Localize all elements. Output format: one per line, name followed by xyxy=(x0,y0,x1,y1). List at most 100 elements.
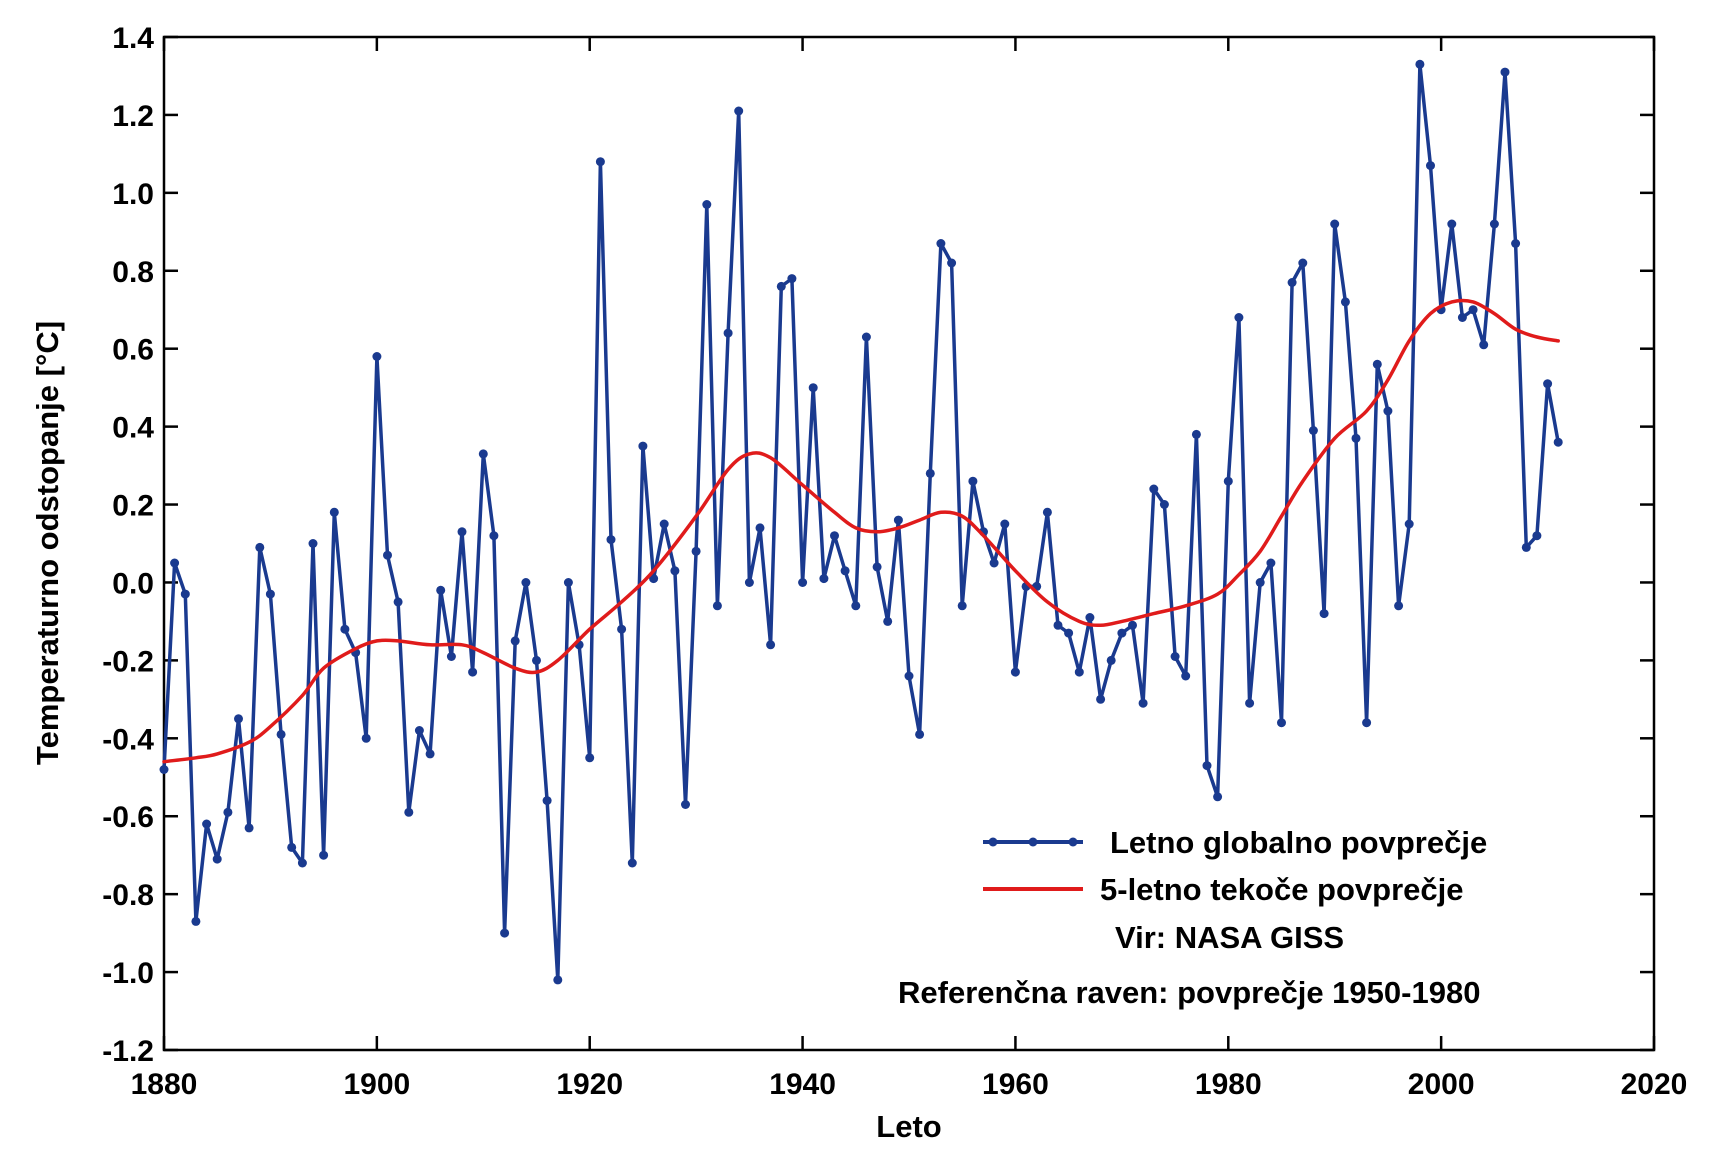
data-point-1983 xyxy=(1255,578,1265,587)
series-layer xyxy=(159,59,1563,985)
data-point-1900 xyxy=(372,352,382,361)
data-point-2004 xyxy=(1479,340,1489,350)
data-point-1954 xyxy=(947,258,957,268)
data-point-1896 xyxy=(329,507,339,517)
data-point-1911 xyxy=(489,531,499,541)
data-point-1963 xyxy=(1042,507,1052,517)
data-point-1992 xyxy=(1351,433,1361,443)
x-tick-label: 1940 xyxy=(769,1068,836,1101)
y-axis-title: Temperaturno odstopanje [°C] xyxy=(30,321,65,765)
data-point-1941 xyxy=(808,383,818,393)
y-tick-label: 0.0 xyxy=(112,567,154,600)
data-point-1959 xyxy=(1000,519,1010,529)
data-point-1944 xyxy=(840,566,850,576)
data-point-1928 xyxy=(670,566,680,576)
data-point-1915 xyxy=(532,655,541,665)
data-point-1979 xyxy=(1213,792,1223,802)
y-tick-label: -0.2 xyxy=(102,645,154,678)
data-point-1955 xyxy=(957,601,967,611)
data-point-1988 xyxy=(1308,426,1318,435)
data-point-1924 xyxy=(627,858,637,868)
data-point-1949 xyxy=(893,515,903,525)
x-tick-label: 2000 xyxy=(1408,1068,1475,1101)
data-point-1966 xyxy=(1074,667,1084,677)
data-point-2003 xyxy=(1468,305,1478,315)
data-point-1907 xyxy=(446,652,456,661)
data-point-1912 xyxy=(500,928,510,938)
x-tick-label: 1980 xyxy=(1195,1068,1262,1101)
data-point-1987 xyxy=(1298,258,1308,268)
x-tick-label: 1880 xyxy=(131,1068,198,1101)
data-point-1933 xyxy=(723,328,733,338)
data-point-1940 xyxy=(798,578,808,587)
legend: Letno globalno povprečje 5-letno tekoče … xyxy=(898,825,1487,1010)
data-point-2002 xyxy=(1457,313,1467,322)
data-point-1894 xyxy=(308,539,318,548)
data-point-1926 xyxy=(649,574,659,584)
data-point-1943 xyxy=(830,531,839,541)
data-point-1930 xyxy=(691,546,701,556)
data-point-1908 xyxy=(457,527,467,537)
data-point-1951 xyxy=(915,729,925,739)
data-point-1938 xyxy=(776,281,786,291)
y-tick-label: 0.4 xyxy=(112,412,154,445)
data-point-1981 xyxy=(1234,313,1244,322)
data-point-1916 xyxy=(542,796,552,806)
data-point-1999 xyxy=(1426,161,1435,171)
data-point-1904 xyxy=(414,726,424,735)
y-tick-label: -0.4 xyxy=(102,723,154,756)
source-annotation: Vir: NASA GISS xyxy=(1115,920,1344,955)
data-point-1925 xyxy=(638,441,648,451)
data-point-1897 xyxy=(340,624,350,634)
y-tick-label: 0.2 xyxy=(112,490,154,523)
data-point-1971 xyxy=(1128,620,1137,630)
data-point-2005 xyxy=(1489,219,1499,229)
data-point-1935 xyxy=(744,578,754,587)
data-point-1880 xyxy=(159,765,169,774)
data-point-1923 xyxy=(617,624,627,634)
data-point-1942 xyxy=(819,574,829,584)
y-tick-label: 1.4 xyxy=(112,22,154,55)
data-point-1976 xyxy=(1181,671,1191,681)
data-point-1964 xyxy=(1053,620,1063,630)
data-point-1978 xyxy=(1202,761,1212,771)
data-point-1956 xyxy=(968,476,978,486)
data-point-1914 xyxy=(521,578,531,587)
x-axis-title: Leto xyxy=(876,1109,941,1144)
y-tick-label: -0.8 xyxy=(102,879,154,912)
data-point-2009 xyxy=(1532,531,1542,541)
data-point-1913 xyxy=(510,636,520,646)
data-point-1885 xyxy=(212,854,222,864)
data-point-1991 xyxy=(1340,297,1350,307)
data-point-1939 xyxy=(787,274,797,284)
data-point-1980 xyxy=(1223,476,1233,486)
y-tick-label: 0.6 xyxy=(112,334,154,367)
data-point-1910 xyxy=(478,449,488,459)
data-point-1953 xyxy=(936,239,946,248)
data-point-1909 xyxy=(468,667,478,677)
data-point-1990 xyxy=(1330,219,1340,229)
data-point-1986 xyxy=(1287,278,1297,287)
data-point-1970 xyxy=(1117,628,1127,638)
x-tick-label: 1960 xyxy=(982,1068,1049,1101)
data-point-1929 xyxy=(681,800,690,809)
data-point-1982 xyxy=(1245,698,1255,708)
data-point-1947 xyxy=(872,562,882,572)
series-line-running-mean xyxy=(162,298,1560,764)
data-point-1965 xyxy=(1064,628,1074,638)
data-point-1934 xyxy=(734,106,744,116)
x-tick-label: 2020 xyxy=(1621,1068,1688,1101)
data-point-1886 xyxy=(223,807,233,817)
data-point-1969 xyxy=(1106,655,1116,665)
data-point-1952 xyxy=(925,468,935,478)
x-tick-label: 1900 xyxy=(343,1068,410,1101)
data-point-1883 xyxy=(191,916,201,926)
data-point-1917 xyxy=(553,975,563,985)
data-point-2010 xyxy=(1543,379,1553,389)
data-point-1889 xyxy=(255,542,265,552)
data-point-1946 xyxy=(861,332,871,342)
y-tick-label: -0.6 xyxy=(102,801,154,834)
data-point-1989 xyxy=(1319,609,1329,619)
data-point-1968 xyxy=(1096,694,1106,704)
data-point-1948 xyxy=(883,616,893,626)
